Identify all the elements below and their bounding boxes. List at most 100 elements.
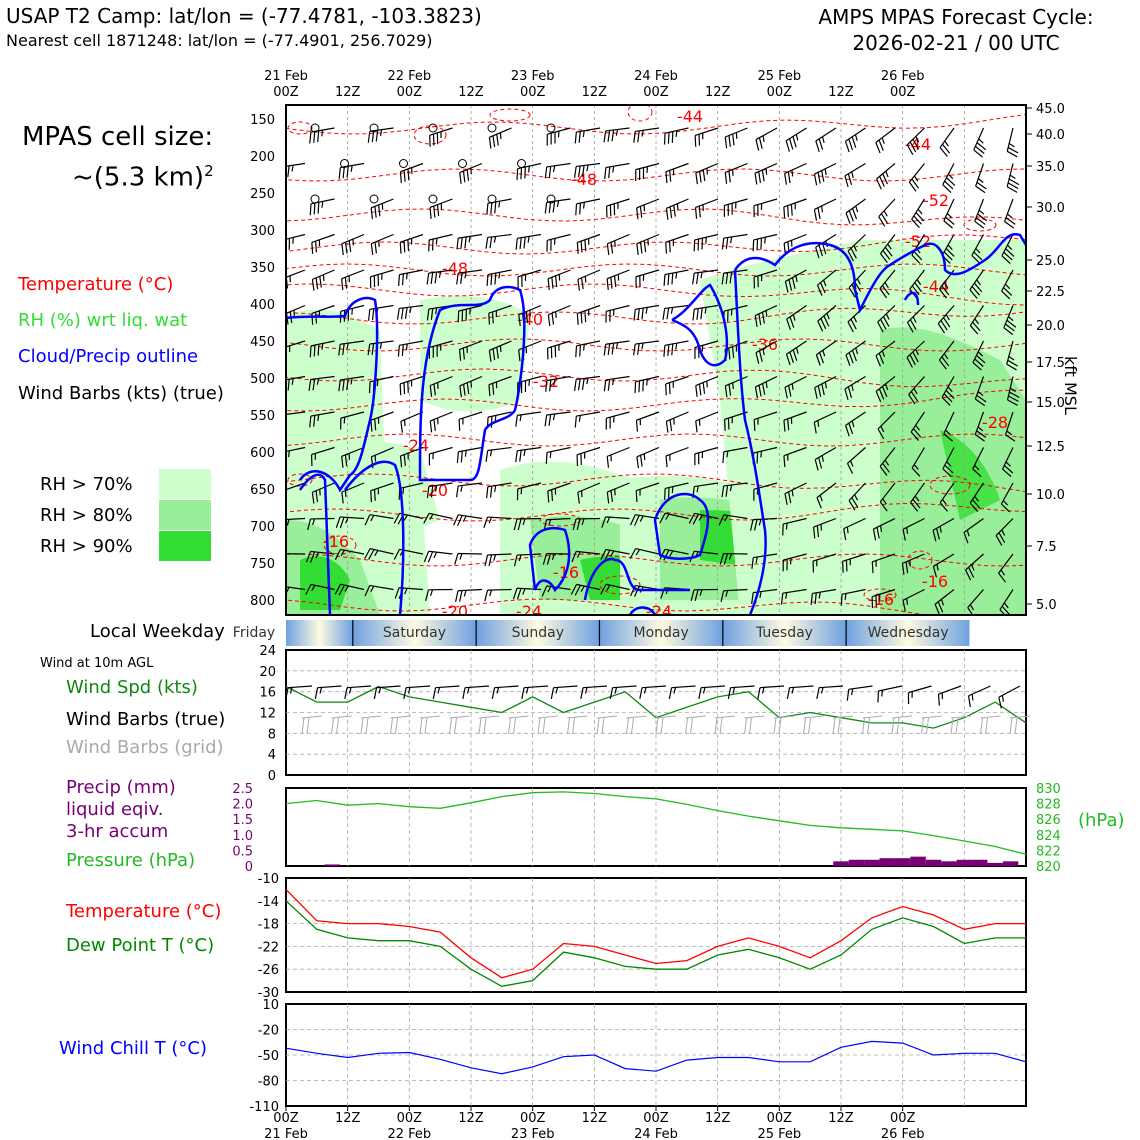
wind-barb-flag — [725, 272, 729, 284]
wind-barb-flag — [974, 358, 984, 367]
wind-barb-half — [730, 236, 733, 244]
wind-barb-flag — [457, 515, 463, 527]
wind-barb-flag — [488, 137, 492, 149]
wind-barb-flag — [719, 553, 725, 565]
wind-barb-flag — [967, 607, 974, 615]
rh-70-label: RH > 70% — [40, 474, 133, 495]
wind-barb-half — [462, 515, 467, 522]
wind-barb-half — [582, 344, 585, 351]
wind-barb-half — [670, 307, 674, 314]
pressure-tick-label: 200 — [250, 150, 275, 165]
windchill-ytick-label: 10 — [262, 998, 279, 1013]
wind-barb-true-flag — [786, 687, 791, 699]
wind-barb-half — [947, 173, 954, 180]
wind-barb-half — [402, 487, 405, 494]
top-date-label: 21 Feb — [264, 69, 308, 84]
wind-barb-flag — [943, 220, 953, 229]
wind-barb-flag — [974, 220, 985, 229]
wind-barb-half — [823, 279, 827, 287]
wind-barb-flag — [641, 307, 644, 320]
wind-barb-true-half — [643, 687, 647, 694]
pressure-unit-label: (hPa) — [1078, 810, 1125, 831]
wind-barb-half — [675, 343, 678, 350]
wind-barb-half — [821, 205, 824, 213]
wind-barb-flag — [908, 181, 917, 192]
wind-barb-flag — [819, 282, 826, 294]
wind-barb-grid-flag — [572, 717, 575, 735]
temp-ytick-label: -30 — [258, 986, 279, 1001]
wind-barb-half — [548, 519, 552, 526]
wind-barb-flag — [935, 528, 940, 540]
wind-barb-flag — [637, 308, 640, 321]
wind-barb-flag — [464, 236, 467, 249]
wind-barb-flag — [374, 418, 377, 431]
wind-barb-flag — [341, 278, 344, 291]
wind-barb-true-flag — [314, 687, 319, 699]
wind-barb-flag — [880, 319, 887, 330]
wind-barb-true-half — [702, 687, 706, 694]
rh-70-swatch — [159, 469, 211, 499]
precip-bar — [987, 862, 1003, 866]
temp-contour-label: -24 — [516, 602, 542, 621]
wind-barb-half — [1007, 244, 1013, 251]
wind-barb-flag — [995, 535, 1003, 546]
wind-barb-flag — [610, 490, 613, 502]
wind-barb-flag — [459, 172, 462, 184]
wind-barb-flag — [875, 391, 882, 403]
wind-barb-half — [887, 243, 892, 250]
wind-barb-flag — [462, 384, 466, 396]
wind-barb — [286, 340, 306, 348]
wind-barb-flag — [791, 277, 796, 289]
wind-barb-grid — [331, 715, 352, 719]
temp-contour-label: -28 — [982, 413, 1008, 432]
wind-barb-flag — [722, 451, 725, 464]
temp-contour-label: -48 — [571, 170, 597, 189]
wind-barb-half — [606, 516, 611, 524]
wind-barb-half — [760, 451, 763, 458]
wind-barb-half — [946, 213, 953, 219]
wind-barb-flag — [976, 394, 987, 403]
wind-barb-flag — [284, 166, 285, 177]
wind-barb-flag — [783, 455, 786, 468]
wind-barb-flag — [283, 279, 284, 290]
wind-barb-half — [913, 464, 919, 470]
precip-label-3: 3-hr accum — [66, 821, 169, 842]
wind-barb-flag — [818, 244, 823, 257]
wind-barb-flag — [433, 419, 436, 431]
wind-barb-flag — [630, 514, 636, 526]
temp-contour — [286, 114, 1026, 135]
wind-barb-flag — [817, 172, 821, 184]
wind-barb-flag — [909, 354, 916, 366]
wind-barb-flag — [908, 394, 916, 405]
wind-barb-flag — [485, 237, 489, 249]
temp-contour — [286, 283, 1026, 306]
top-hour-label: 00Z — [273, 85, 299, 100]
wind-barb-flag — [281, 587, 286, 597]
wind-barb-half — [977, 351, 984, 357]
wind-barb — [783, 411, 807, 421]
temp-contour — [286, 502, 1026, 522]
wind-barb-flag — [603, 344, 607, 356]
wind-barb-flag — [667, 273, 670, 286]
wind-barb-flag — [1008, 178, 1020, 186]
wind-barb-flag — [728, 348, 731, 360]
temp-contour-label: -44 — [677, 107, 703, 126]
wind-barb-half — [468, 236, 471, 243]
kft-tick-label: 30.0 — [1036, 201, 1065, 216]
temp-contour-loop — [287, 121, 313, 135]
wind-barb-flag — [665, 421, 669, 433]
wind-barb — [606, 411, 630, 419]
wind-barb-flag — [819, 352, 825, 364]
wind-barb-flag — [313, 415, 316, 427]
wind-barb — [941, 376, 955, 398]
wind-barb-half — [518, 554, 522, 562]
wind-barb-half — [464, 450, 467, 457]
wind-barb-flag — [515, 238, 518, 250]
legend-rh: RH (%) wrt liq. wat — [18, 310, 188, 331]
wind-barb-grid-flag — [950, 717, 954, 735]
wind-barb-flag — [877, 428, 885, 440]
wind-barb-half — [1008, 355, 1015, 361]
wind-barb — [694, 512, 719, 520]
wind-barb-flag — [462, 347, 465, 360]
wind-barb-grid-flag — [567, 717, 570, 735]
